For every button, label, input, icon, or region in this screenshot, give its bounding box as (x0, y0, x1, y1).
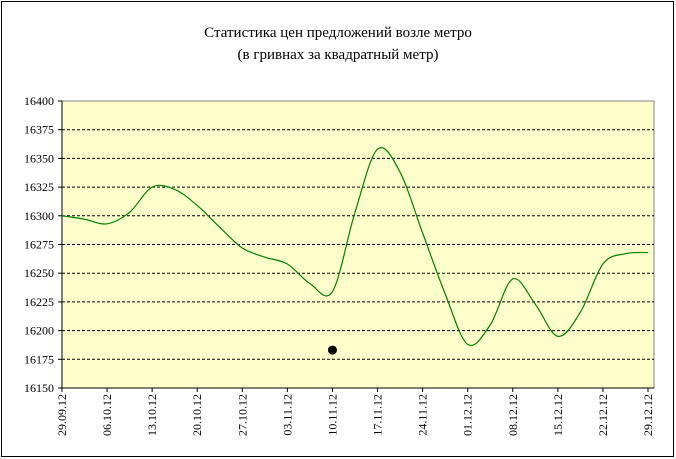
series-group (61, 147, 649, 355)
x-tick-label: 20.10.12 (190, 394, 204, 436)
y-tick-label: 16350 (24, 151, 54, 165)
y-tick-label: 16200 (24, 324, 54, 338)
x-tick-label: 03.11.12 (280, 394, 294, 436)
grid-lines (62, 129, 654, 360)
y-tick-label: 16300 (24, 209, 54, 223)
x-tick-label: 22.12.12 (596, 394, 610, 436)
y-tick-label: 16150 (24, 381, 54, 395)
chart-title-line-1: Статистика цен предложений возле метро (204, 25, 472, 41)
x-tick-label: 24.11.12 (416, 394, 430, 436)
y-tick-label: 16325 (24, 180, 54, 194)
y-tick-label: 16400 (24, 94, 54, 108)
x-tick-label: 29.12.12 (641, 394, 655, 436)
y-tick-label: 16175 (24, 352, 54, 366)
x-tick-label: 06.10.12 (100, 394, 114, 436)
y-tick-label: 16275 (24, 238, 54, 252)
y-tick-label: 16375 (24, 123, 54, 137)
x-tick-label: 15.12.12 (551, 394, 565, 436)
data-point-marker (327, 345, 337, 355)
x-tick-label: 10.11.12 (325, 394, 339, 436)
x-tick-label: 13.10.12 (145, 394, 159, 436)
x-axis-ticks: 29.09.12 06.10.12 13.10.12 20.10.12 27.10.12… (55, 388, 655, 436)
y-axis-ticks: 16150 16175 16200 16225 16250 16275 16300 16325… (24, 94, 62, 395)
x-tick-label: 17.11.12 (371, 394, 385, 436)
x-tick-label: 01.12.12 (461, 394, 475, 436)
x-tick-label: 29.09.12 (55, 394, 69, 436)
series-line (61, 147, 649, 347)
x-tick-label: 08.12.12 (506, 394, 520, 436)
x-tick-label: 27.10.12 (235, 394, 249, 436)
y-tick-label: 16250 (24, 266, 54, 280)
y-tick-label: 16225 (24, 295, 54, 309)
chart-title-line-2: (в гривнах за квадратный метр) (238, 47, 439, 63)
